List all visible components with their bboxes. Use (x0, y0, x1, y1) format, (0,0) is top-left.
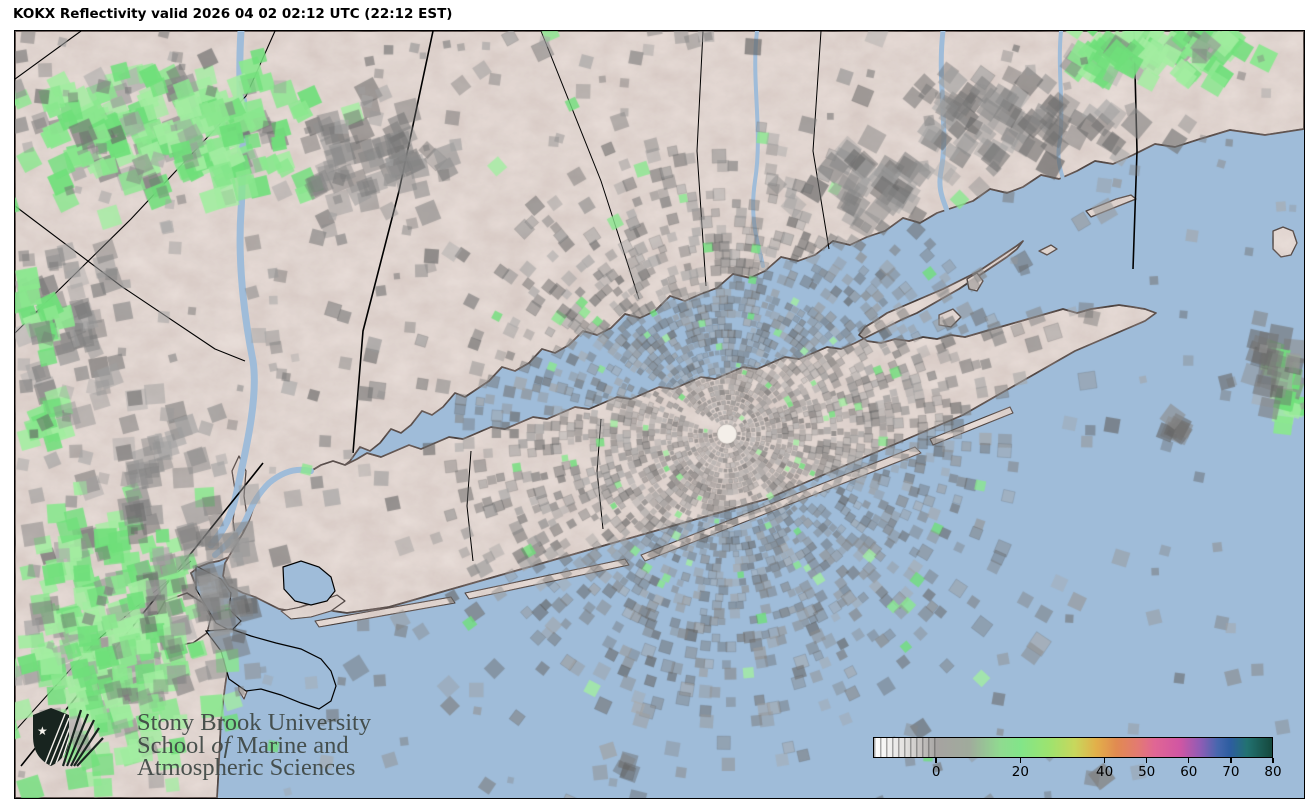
colorbar-tick (1272, 758, 1274, 763)
colorbar-gradient (874, 738, 1272, 757)
colorbar-hatch (874, 738, 939, 757)
colorbar-tick (1103, 758, 1106, 763)
colorbar-tick-label: 60 (1180, 764, 1198, 780)
colorbar-tick (935, 758, 937, 763)
colorbar-tick (1230, 758, 1232, 763)
colorbar-tick (1145, 758, 1148, 763)
colorbar-tick-label: 40 (1095, 764, 1114, 780)
colorbar-tick (1019, 758, 1022, 763)
colorbar-ticks: 0 20 40 50 60 70 80 (873, 758, 1282, 788)
page-title: KOKX Reflectivity valid 2026 04 02 02:12… (13, 6, 453, 22)
colorbar-tick-label: 20 (1011, 764, 1029, 780)
colorbar-tick (1188, 758, 1190, 763)
colorbar-tick-label: 50 (1138, 764, 1156, 780)
colorbar-tick-label: 0 (931, 764, 941, 780)
radar-echo-canvas (15, 31, 1304, 798)
map (14, 30, 1305, 799)
colorbar-tick-label: 70 (1222, 764, 1240, 780)
colorbar-tick-label: 80 (1264, 764, 1282, 780)
colorbar (873, 737, 1273, 758)
